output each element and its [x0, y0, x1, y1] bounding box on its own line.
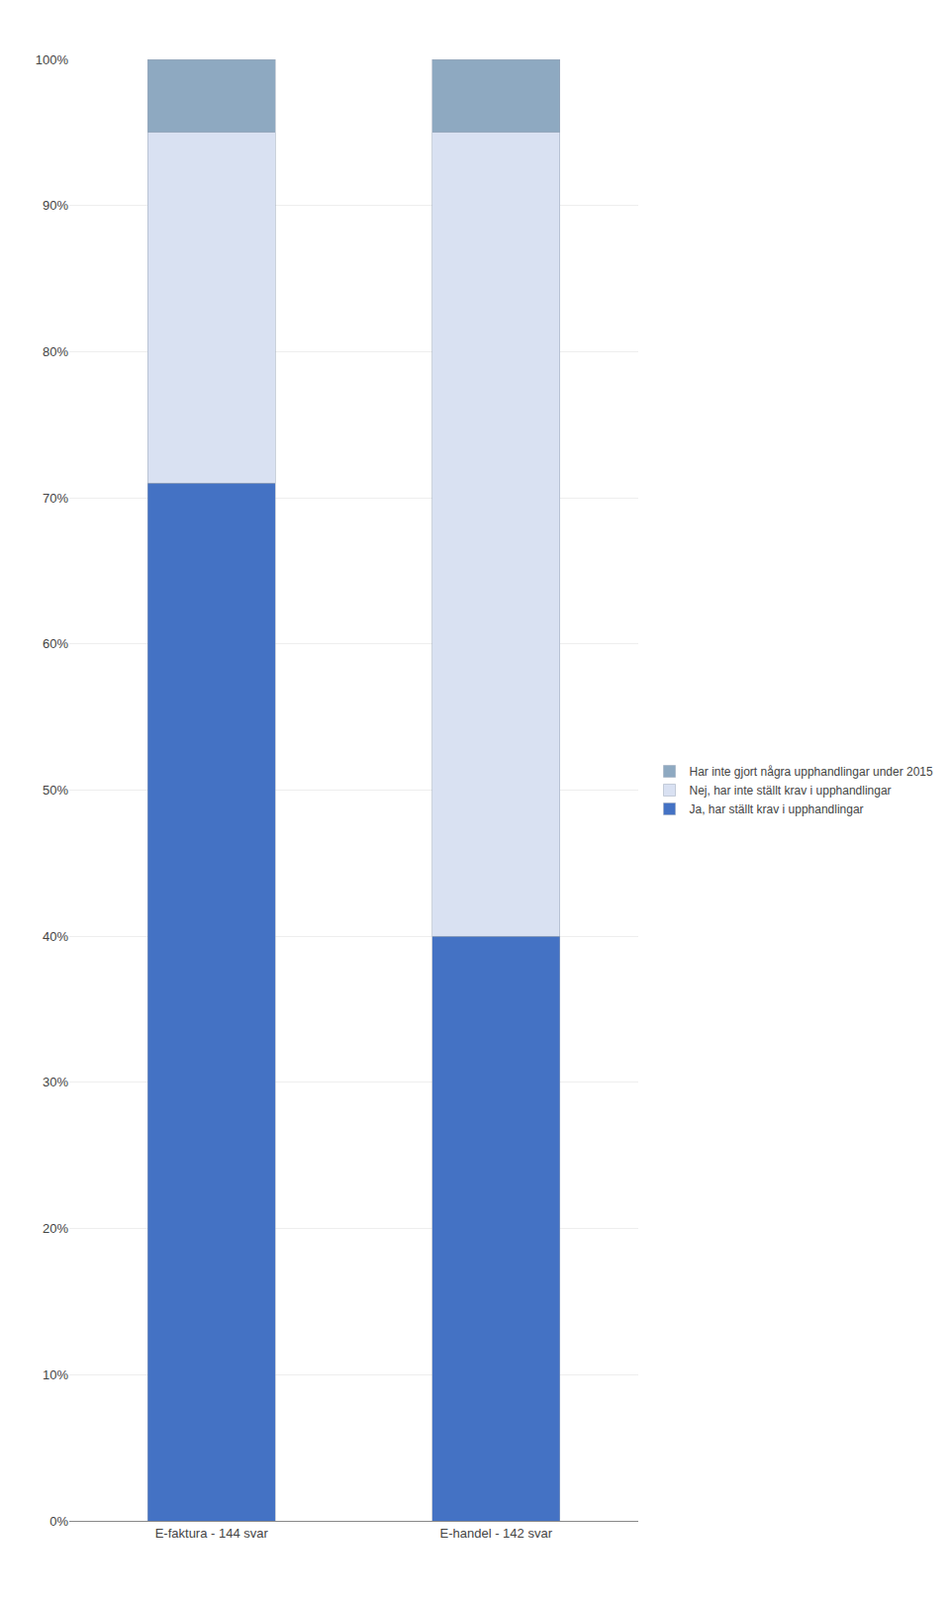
svg-text:E-faktura - 144 svar: E-faktura - 144 svar [155, 1525, 270, 1541]
svg-text:40%: 40% [42, 929, 69, 945]
svg-text:10%: 10% [42, 1367, 69, 1383]
svg-text:90%: 90% [42, 197, 69, 213]
svg-text:60%: 60% [42, 636, 69, 652]
svg-text:E-handel - 142 svar: E-handel - 142 svar [440, 1525, 554, 1541]
svg-text:30%: 30% [42, 1074, 69, 1090]
svg-text:50%: 50% [42, 782, 69, 798]
svg-text:0%: 0% [49, 1514, 69, 1529]
svg-text:100%: 100% [35, 52, 70, 68]
svg-text:70%: 70% [42, 490, 69, 506]
svg-text:80%: 80% [42, 344, 69, 360]
svg-text:Har inte gjort några upphandli: Har inte gjort några upphandlingar under… [689, 764, 935, 779]
svg-text:Nej, har inte ställt krav i up: Nej, har inte ställt krav i upphandlinga… [689, 783, 892, 798]
svg-text:20%: 20% [42, 1221, 69, 1236]
svg-text:Ja, har ställt krav i upphandl: Ja, har ställt krav i upphandlingar [689, 802, 864, 817]
